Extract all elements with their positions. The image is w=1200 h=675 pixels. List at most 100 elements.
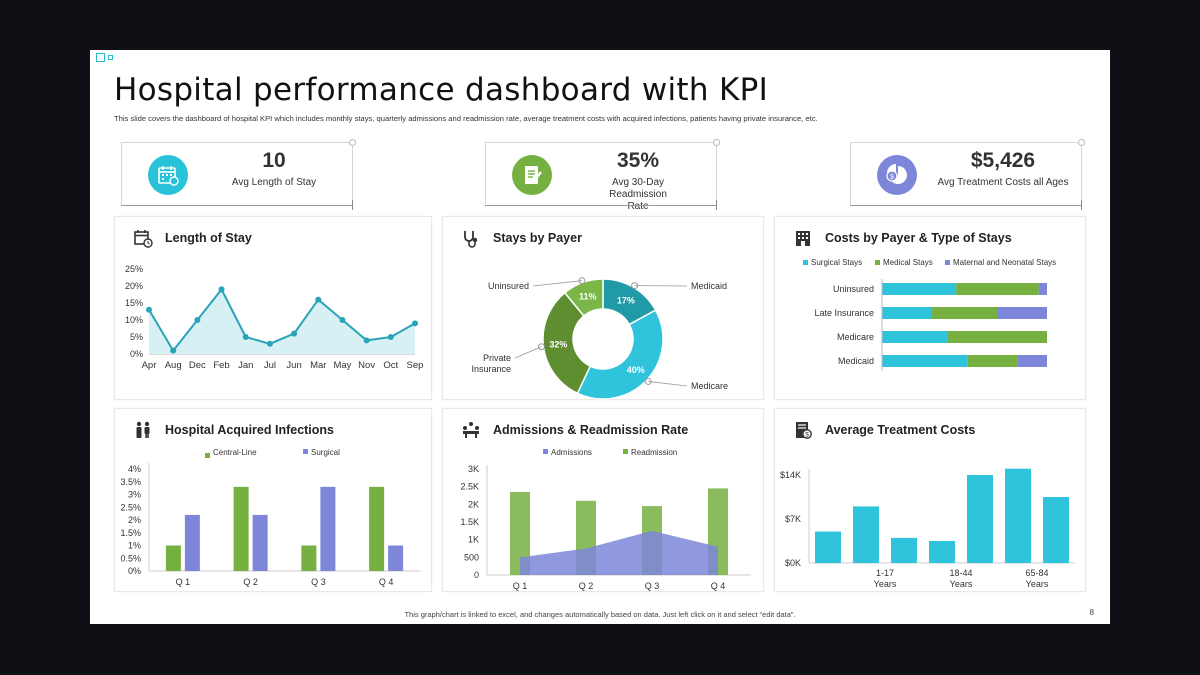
bar <box>369 486 385 571</box>
pie-slice <box>563 278 604 317</box>
slice-category-label: Medicaid <box>691 281 727 291</box>
legend-swatch <box>945 260 950 265</box>
panel-length-of-stay: Length of Stay 0% 5% 10% 15% 20% 25% Apr Aug Dec… <box>114 216 432 400</box>
slice-category-label: Medicare <box>691 381 728 391</box>
chart-stays-by-payer[interactable]: 17% 40% 32% 11% Medicaid Medicare PrivateInsur… <box>443 251 765 401</box>
footer-note: This graph/chart is linked to excel, and… <box>404 610 796 619</box>
y-tick-label: 3.5% <box>120 477 141 487</box>
legend-swatch <box>543 449 548 454</box>
data-point <box>242 334 249 340</box>
callout-line <box>514 346 542 359</box>
data-point <box>170 347 177 354</box>
x-tick-label: Q 4 <box>711 581 726 591</box>
slice-value-label: 17% <box>617 295 635 305</box>
panel-title: Length of Stay <box>165 231 252 245</box>
callout-line <box>532 280 583 287</box>
panel-title: Admissions & Readmission Rate <box>493 423 689 437</box>
x-tick-label: Years <box>950 579 973 589</box>
data-point <box>266 340 273 347</box>
y-tick-label: 1.5K <box>460 517 479 527</box>
y-tick-label: 1.5% <box>120 528 141 538</box>
kpi-label: Avg Treatment Costs all Ages <box>937 177 1069 188</box>
bar <box>320 486 336 571</box>
kpi-divider <box>850 205 1082 206</box>
kpi-value: 10 <box>262 149 286 172</box>
y-tick-label: 0.5% <box>120 553 141 563</box>
legend-label: Surgical <box>311 448 340 457</box>
x-tick-label: Q 3 <box>311 577 326 587</box>
legend-label: Surgical Stays <box>811 258 862 267</box>
kpi-divider <box>485 205 717 206</box>
panel-hospital-acquired-infections: Hospital Acquired Infections Central-Lin… <box>114 408 432 592</box>
calendar-icon <box>148 155 188 195</box>
kpi-label: Avg Length of Stay <box>231 177 317 188</box>
x-tick-label: Q 3 <box>645 581 660 591</box>
legend-swatch <box>623 449 628 454</box>
people-icon <box>136 421 150 438</box>
data-point <box>146 306 152 313</box>
chart-infections[interactable]: Central-Line Surgical 0% 0.5% 1% 1.5% 2% 2.5% 3%… <box>115 441 433 593</box>
data-point <box>194 317 201 323</box>
y-category-label: Medicaid <box>838 356 874 366</box>
kpi-tick <box>352 200 353 210</box>
pie-dollar-icon: $ <box>877 155 917 195</box>
chart-admissions[interactable]: Admissions Readmission 0 500 1K 1.5K 2K 2.5K 3K Q… <box>443 441 765 593</box>
y-tick-label: 0 <box>474 570 479 580</box>
stethoscope-icon <box>464 231 478 248</box>
slice-value-label: 32% <box>549 340 567 350</box>
corner-square-small <box>108 55 113 60</box>
chart-costs-by-payer[interactable]: Surgical Stays Medical Stays Maternal and … <box>775 251 1087 401</box>
bar-segment <box>882 331 948 343</box>
panel-title: Costs by Payer & Type of Stays <box>825 231 1012 245</box>
y-tick-label: 5% <box>130 332 143 342</box>
y-tick-label: 0% <box>130 349 143 359</box>
y-tick-label: $14K <box>780 470 801 480</box>
y-tick-label: 2K <box>468 499 479 509</box>
x-tick-label: Mar <box>310 360 326 371</box>
clipboard-icon <box>512 155 552 195</box>
y-tick-label: $0K <box>785 558 801 568</box>
bar-segment <box>997 307 1047 319</box>
bar <box>510 491 530 575</box>
kpi-dot <box>349 139 356 146</box>
legend-label: Admissions <box>551 448 592 457</box>
bar <box>301 545 317 571</box>
panel-average-treatment-costs: $ Average Treatment Costs $0K $7K $14K 1-17… <box>774 408 1086 592</box>
kpi-dot <box>713 139 720 146</box>
bar <box>233 486 249 571</box>
y-tick-label: 20% <box>125 281 143 291</box>
slice-category-label: Uninsured <box>488 281 529 291</box>
chart-length-of-stay[interactable]: 0% 5% 10% 15% 20% 25% Apr Aug Dec Feb Jan Jul Jun Mar… <box>115 251 433 401</box>
y-tick-label: 500 <box>464 552 479 562</box>
bar <box>184 514 200 571</box>
x-tick-label: Nov <box>358 360 375 371</box>
kpi-dot <box>1078 139 1085 146</box>
meeting-icon <box>463 422 479 438</box>
kpi-card-treatment-costs[interactable]: $ $5,426 Avg Treatment Costs all Ages <box>850 139 1085 210</box>
panel-title: Hospital Acquired Infections <box>165 423 335 437</box>
x-tick-label: Jan <box>238 360 253 371</box>
bar-segment <box>948 331 1047 343</box>
data-point <box>387 334 394 340</box>
legend-swatch <box>303 449 308 454</box>
x-tick-label: Dec <box>189 360 206 371</box>
bar <box>165 545 181 571</box>
bar-segment <box>882 283 957 295</box>
bar <box>1043 497 1069 563</box>
legend-label: Maternal and Neonatal Stays <box>953 258 1056 267</box>
bar-segment <box>882 307 932 319</box>
series-line <box>148 287 416 353</box>
x-tick-label: Q 4 <box>379 577 394 587</box>
kpi-card-length-of-stay[interactable]: 10 Avg Length of Stay <box>121 139 356 210</box>
bar <box>891 537 917 563</box>
kpi-card-readmission-rate[interactable]: 35% Avg 30-Day Readmission Rate <box>485 139 720 212</box>
kpi-tick <box>716 200 717 210</box>
data-point <box>315 296 322 303</box>
calendar-clock-icon <box>134 230 153 248</box>
legend-label: Medical Stays <box>883 258 933 267</box>
panel-title: Average Treatment Costs <box>825 423 976 437</box>
legend-swatch <box>205 453 210 458</box>
x-tick-label: Apr <box>142 360 157 371</box>
slice-value-label: 40% <box>627 365 645 375</box>
